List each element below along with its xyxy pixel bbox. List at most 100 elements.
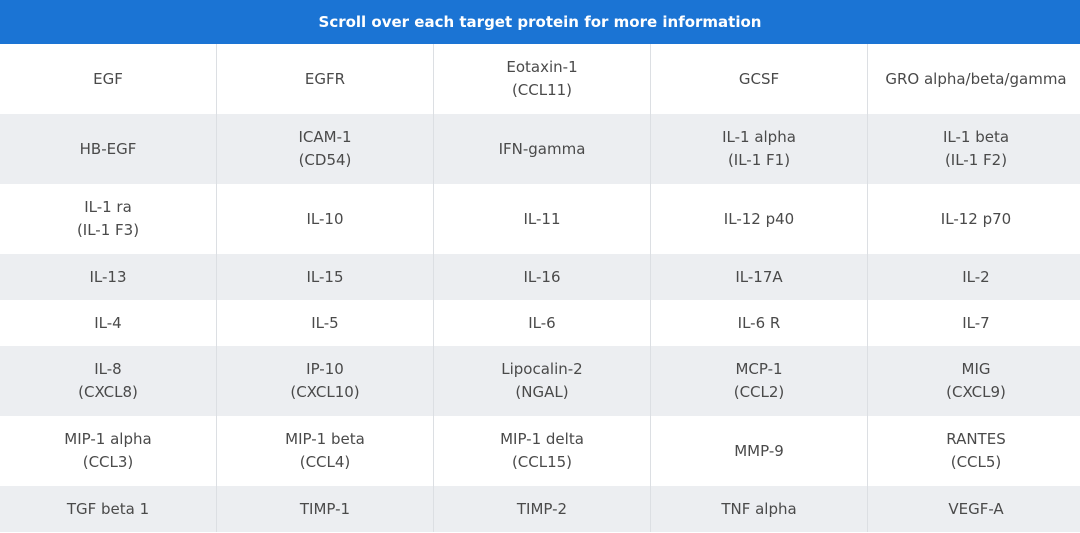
- cell-text: (CCL11): [511, 81, 573, 99]
- protein-cell[interactable]: MIP-1 beta (CCL4): [216, 416, 434, 486]
- table-row: IL-4 IL-5 IL-6 IL-6 R IL-7: [0, 300, 1080, 346]
- cell-text: IP-10: [306, 360, 344, 378]
- table-row: IL-8 (CXCL8) IP-10 (CXCL10) Lipocalin-2 (NGAL…: [0, 346, 1080, 416]
- table-row: HB-EGF ICAM-1 (CD54) IFN-gamma IL-1 alpha (IL…: [0, 114, 1080, 184]
- protein-cell[interactable]: TIMP-1: [216, 486, 434, 532]
- protein-cell[interactable]: IL-5: [216, 300, 434, 346]
- protein-cell[interactable]: TGF beta 1: [0, 486, 217, 532]
- cell-text: (IL-1 F3): [76, 221, 140, 239]
- protein-cell[interactable]: MIP-1 delta (CCL15): [433, 416, 651, 486]
- cell-text: (CXCL8): [78, 383, 138, 401]
- cell-text: MCP-1: [735, 360, 783, 378]
- cell-text: (CXCL9): [946, 383, 1006, 401]
- cell-text: TIMP-1: [299, 499, 351, 518]
- cell-text: Eotaxin-1: [506, 58, 578, 76]
- protein-cell[interactable]: EGF: [0, 44, 217, 114]
- protein-cell[interactable]: TNF alpha: [650, 486, 868, 532]
- cell-text: IL-4: [94, 313, 122, 332]
- protein-cell[interactable]: IL-7: [867, 300, 1080, 346]
- protein-cell[interactable]: IL-6 R: [650, 300, 868, 346]
- protein-cell[interactable]: EGFR: [216, 44, 434, 114]
- table-row: MIP-1 alpha (CCL3) MIP-1 beta (CCL4) MIP-1 d…: [0, 416, 1080, 486]
- cell-text: (CCL15): [511, 453, 573, 471]
- protein-cell[interactable]: IP-10 (CXCL10): [216, 346, 434, 416]
- table-header: Scroll over each target protein for more…: [0, 0, 1080, 44]
- cell-text: IL-15: [306, 267, 344, 286]
- protein-cell[interactable]: GCSF: [650, 44, 868, 114]
- cell-text: (IL-1 F2): [944, 151, 1008, 169]
- protein-cell[interactable]: IL-17A: [650, 254, 868, 300]
- cell-text: EGF: [93, 69, 123, 88]
- protein-cell[interactable]: IL-1 beta (IL-1 F2): [867, 114, 1080, 184]
- protein-cell[interactable]: RANTES (CCL5): [867, 416, 1080, 486]
- cell-text: (CD54): [298, 151, 352, 169]
- protein-cell[interactable]: IL-1 alpha (IL-1 F1): [650, 114, 868, 184]
- table-row: IL-1 ra (IL-1 F3) IL-10 IL-11 IL-12 p40 IL-12…: [0, 184, 1080, 254]
- protein-cell[interactable]: MIG (CXCL9): [867, 346, 1080, 416]
- cell-text: IL-13: [89, 267, 127, 286]
- cell-text: (CCL4): [299, 453, 351, 471]
- cell-text: IL-17A: [735, 267, 783, 286]
- protein-cell[interactable]: IL-12 p70: [867, 184, 1080, 254]
- header-title: Scroll over each target protein for more…: [318, 13, 762, 31]
- cell-text: IL-16: [523, 267, 561, 286]
- table-row: EGF EGFR Eotaxin-1 (CCL11) GCSF GRO alpha/bet…: [0, 44, 1080, 114]
- protein-cell[interactable]: MMP-9: [650, 416, 868, 486]
- cell-text: (IL-1 F1): [727, 151, 791, 169]
- cell-text: MIP-1 beta: [285, 430, 365, 448]
- protein-cell[interactable]: ICAM-1 (CD54): [216, 114, 434, 184]
- protein-cell[interactable]: HB-EGF: [0, 114, 217, 184]
- table-row: IL-13 IL-15 IL-16 IL-17A IL-2: [0, 254, 1080, 300]
- cell-text: GCSF: [738, 69, 780, 88]
- protein-cell[interactable]: IL-16: [433, 254, 651, 300]
- cell-text: TIMP-2: [516, 499, 568, 518]
- protein-cell[interactable]: GRO alpha/beta/gamma: [867, 44, 1080, 114]
- cell-text: IL-6: [528, 313, 556, 332]
- protein-cell[interactable]: IL-15: [216, 254, 434, 300]
- protein-cell[interactable]: Eotaxin-1 (CCL11): [433, 44, 651, 114]
- cell-text: (CCL2): [733, 383, 785, 401]
- protein-cell[interactable]: IL-12 p40: [650, 184, 868, 254]
- cell-text: IL-12 p40: [723, 209, 795, 228]
- protein-cell[interactable]: IFN-gamma: [433, 114, 651, 184]
- cell-text: IL-7: [962, 313, 990, 332]
- protein-cell[interactable]: IL-11: [433, 184, 651, 254]
- protein-cell[interactable]: IL-2: [867, 254, 1080, 300]
- cell-text: ICAM-1: [298, 128, 352, 146]
- cell-text: VEGF-A: [948, 499, 1004, 518]
- cell-text: MIG: [961, 360, 991, 378]
- cell-text: HB-EGF: [79, 139, 137, 158]
- cell-text: RANTES: [946, 430, 1006, 448]
- cell-text: IFN-gamma: [498, 139, 586, 158]
- cell-text: (CCL5): [950, 453, 1002, 471]
- cell-text: MMP-9: [734, 441, 784, 460]
- cell-text: IL-1 ra: [84, 198, 132, 216]
- cell-text: IL-11: [523, 209, 561, 228]
- cell-text: (CCL3): [82, 453, 134, 471]
- protein-cell[interactable]: MCP-1 (CCL2): [650, 346, 868, 416]
- protein-cell[interactable]: TIMP-2: [433, 486, 651, 532]
- protein-cell[interactable]: IL-8 (CXCL8): [0, 346, 217, 416]
- cell-text: IL-6 R: [737, 313, 781, 332]
- cell-text: IL-1 beta: [942, 128, 1010, 146]
- cell-text: IL-2: [962, 267, 990, 286]
- cell-text: TGF beta 1: [66, 499, 150, 518]
- protein-cell[interactable]: IL-6: [433, 300, 651, 346]
- protein-cell[interactable]: IL-4: [0, 300, 217, 346]
- protein-cell[interactable]: IL-10: [216, 184, 434, 254]
- cell-text: MIP-1 delta: [500, 430, 584, 448]
- cell-text: GRO alpha/beta/gamma: [885, 69, 1067, 88]
- protein-cell[interactable]: Lipocalin-2 (NGAL): [433, 346, 651, 416]
- cell-text: IL-1 alpha: [722, 128, 796, 146]
- protein-cell[interactable]: VEGF-A: [867, 486, 1080, 532]
- cell-text: IL-10: [306, 209, 344, 228]
- cell-text: IL-12 p70: [940, 209, 1012, 228]
- protein-table: EGF EGFR Eotaxin-1 (CCL11) GCSF GRO alpha/bet…: [0, 44, 1080, 532]
- protein-cell[interactable]: MIP-1 alpha (CCL3): [0, 416, 217, 486]
- protein-cell[interactable]: IL-13: [0, 254, 217, 300]
- cell-text: IL-5: [311, 313, 339, 332]
- protein-cell[interactable]: IL-1 ra (IL-1 F3): [0, 184, 217, 254]
- cell-text: IL-8: [94, 360, 122, 378]
- cell-text: (CXCL10): [290, 383, 360, 401]
